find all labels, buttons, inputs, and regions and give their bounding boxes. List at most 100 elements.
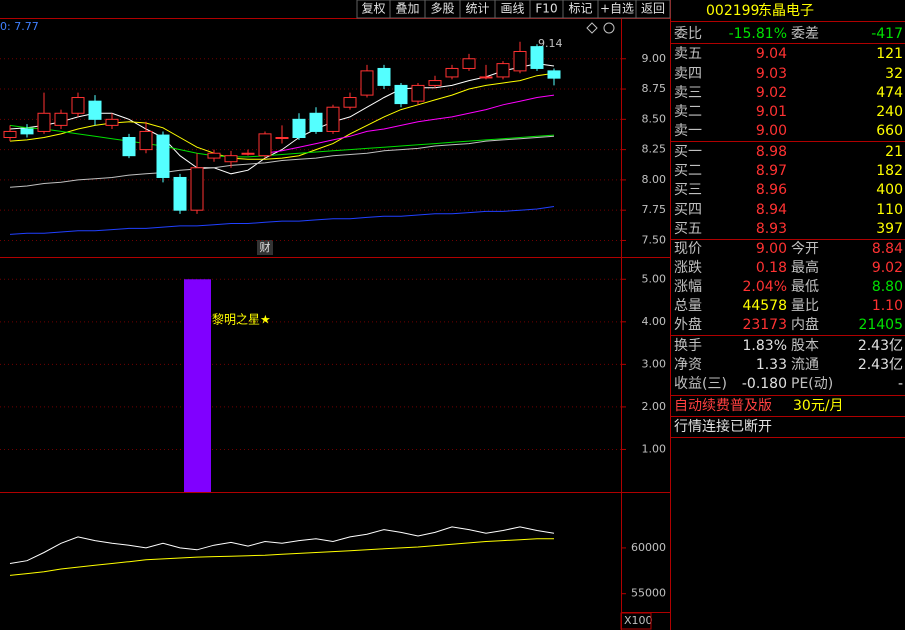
- quote-cell: 240: [876, 104, 903, 120]
- quote-cell: 474: [876, 85, 903, 101]
- quote-cell: 行情连接已断开: [674, 418, 772, 435]
- quote-cell: 9.00: [756, 241, 787, 257]
- quote-cell: 净资: [674, 357, 702, 373]
- quote-cell: 400: [876, 182, 903, 198]
- quote-cell: 9.04: [756, 46, 787, 62]
- quote-cell: -15.81%: [729, 26, 787, 42]
- quote-cell: 23173: [742, 317, 787, 333]
- quote-cell: 外盘: [674, 316, 702, 333]
- candle-body: [462, 58, 476, 69]
- candle-body: [309, 112, 323, 132]
- quote-cell: 委比: [674, 26, 702, 42]
- quote-cell: 卖三: [674, 85, 702, 101]
- quote-cell: 自动续费普及版: [674, 397, 772, 414]
- quote-cell: 2.43亿: [858, 338, 903, 354]
- quote-cell: 21405: [858, 317, 903, 333]
- toolbar-button[interactable]: [635, 0, 671, 19]
- quote-cell: 买三: [674, 182, 702, 198]
- candle-body: [71, 97, 85, 114]
- y-tick-label: 3.00: [642, 357, 667, 370]
- indicator-annotation: 黎明之星★: [212, 313, 271, 327]
- candle-body: [122, 137, 136, 157]
- y-tick-label: 5.00: [642, 272, 667, 285]
- toolbar-label[interactable]: 复权: [361, 2, 385, 16]
- unit-box: [620, 612, 652, 630]
- quote-cell: -0.180: [742, 376, 787, 392]
- line: [9, 206, 555, 235]
- quote-cell: 121: [876, 46, 903, 62]
- line: [264, 94, 555, 154]
- quote-cell: 9.00: [756, 123, 787, 139]
- quote-cell: 8.94: [756, 202, 787, 218]
- candle-body: [88, 100, 102, 120]
- y-tick-label: 9.00: [642, 52, 667, 65]
- candle-body: [326, 106, 340, 132]
- quote-cell: 卖四: [674, 66, 702, 82]
- candle-body: [54, 112, 68, 126]
- quote-cell: 44578: [742, 298, 787, 314]
- quote-cell: 涨幅: [674, 279, 702, 295]
- toolbar-label[interactable]: F10: [535, 2, 557, 16]
- quote-cell: 流通: [791, 357, 819, 373]
- candle-body: [411, 84, 425, 102]
- quote-cell: 买四: [674, 202, 702, 218]
- quote-cell: 8.80: [872, 279, 903, 295]
- y-tick-label: 8.00: [642, 173, 667, 186]
- y-tick-label: 7.75: [642, 203, 667, 216]
- quote-cell: 量比: [791, 298, 819, 314]
- quote-cell: 买五: [674, 221, 702, 237]
- toolbar-label[interactable]: 画线: [500, 2, 524, 16]
- candle-body: [3, 130, 17, 138]
- line: [9, 538, 554, 576]
- toolbar-label[interactable]: 返回: [641, 2, 665, 16]
- candle-body: [292, 118, 306, 138]
- toolbar-label[interactable]: 叠加: [395, 2, 419, 16]
- quote-cell: 股本: [791, 338, 819, 354]
- quote-cell: 买二: [674, 163, 702, 179]
- candle-body: [37, 112, 51, 132]
- quote-cell: 110: [876, 202, 903, 218]
- quote-cell: 最低: [791, 279, 819, 295]
- unit-label: X100: [624, 614, 653, 627]
- candle-body: [394, 84, 408, 105]
- quote-cell: 卖一: [674, 123, 702, 139]
- toolbar-label[interactable]: 统计: [465, 2, 489, 16]
- icons: [586, 22, 615, 34]
- toolbar-label[interactable]: 标记: [568, 2, 592, 16]
- candle-body: [343, 97, 357, 108]
- quote-cell: 买一: [674, 144, 702, 160]
- quote-cell: PE(动): [791, 376, 833, 392]
- quote-cell: 内盘: [791, 316, 819, 333]
- candle-body: [445, 67, 459, 78]
- quote-cell: 总量: [674, 298, 702, 314]
- candle-body: [207, 152, 221, 159]
- quote-cell: 9.03: [756, 66, 787, 82]
- stock-name: 东晶电子: [758, 3, 814, 19]
- y-tick-label: 55000: [631, 587, 666, 600]
- y-tick-label: 60000: [631, 541, 666, 554]
- stock-code: 002199: [706, 3, 759, 19]
- candle-body: [224, 155, 238, 163]
- toolbar-label[interactable]: 多股: [430, 2, 454, 16]
- quote-cell: 委差: [791, 26, 819, 42]
- quote-cell: 9.02: [872, 260, 903, 276]
- high-label: 9.14: [538, 37, 563, 50]
- quote-cell: 397: [876, 221, 903, 237]
- candle-body: [173, 176, 187, 211]
- quote-cell: 8.96: [756, 182, 787, 198]
- toolbar-label[interactable]: +自选: [600, 2, 634, 16]
- candle-body: [377, 67, 391, 86]
- candle-body: [428, 80, 442, 86]
- quote-cell: 现价: [674, 241, 702, 257]
- quote-cell: 30元/月: [793, 398, 844, 414]
- y-tick-label: 4.00: [642, 315, 667, 328]
- line: [9, 135, 555, 188]
- quote-cell: 收益(三): [674, 376, 727, 392]
- candle-body: [479, 76, 493, 79]
- finance-marker: 财: [260, 240, 271, 254]
- quote-cell: 21: [885, 144, 903, 160]
- candle-body: [20, 128, 34, 135]
- quote-cell: 1.10: [872, 298, 903, 314]
